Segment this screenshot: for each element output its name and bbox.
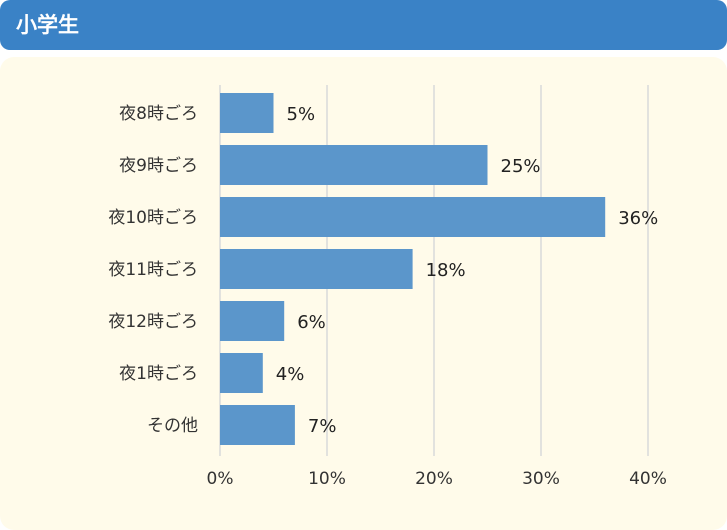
bar <box>220 145 488 185</box>
bar <box>220 301 285 341</box>
bar <box>220 249 413 289</box>
category-label: 夜8時ごろ <box>119 104 198 124</box>
data-label: 25% <box>501 156 541 177</box>
x-tick-label: 30% <box>522 469 560 489</box>
bar <box>220 405 295 445</box>
category-label: その他 <box>147 416 198 436</box>
bar <box>220 197 606 237</box>
x-tick-label: 0% <box>207 469 234 489</box>
x-tick-label: 40% <box>629 469 667 489</box>
category-label: 夜9時ごろ <box>119 156 198 176</box>
data-label: 4% <box>276 364 305 385</box>
bar <box>220 353 263 393</box>
category-label: 夜1時ごろ <box>119 364 198 384</box>
chart-title: 小学生 <box>16 13 79 37</box>
category-label: 夜11時ごろ <box>108 260 198 280</box>
category-label: 夜10時ごろ <box>108 208 198 228</box>
header-bar: 小学生 <box>0 0 727 50</box>
data-label: 36% <box>618 208 658 229</box>
data-label: 6% <box>297 312 326 333</box>
data-label: 18% <box>426 260 466 281</box>
data-label: 5% <box>287 104 316 125</box>
data-label: 7% <box>308 416 337 437</box>
bar <box>220 93 274 133</box>
x-tick-label: 20% <box>415 469 453 489</box>
chart-panel <box>0 57 727 530</box>
category-label: 夜12時ごろ <box>108 312 198 332</box>
x-tick-label: 10% <box>308 469 346 489</box>
